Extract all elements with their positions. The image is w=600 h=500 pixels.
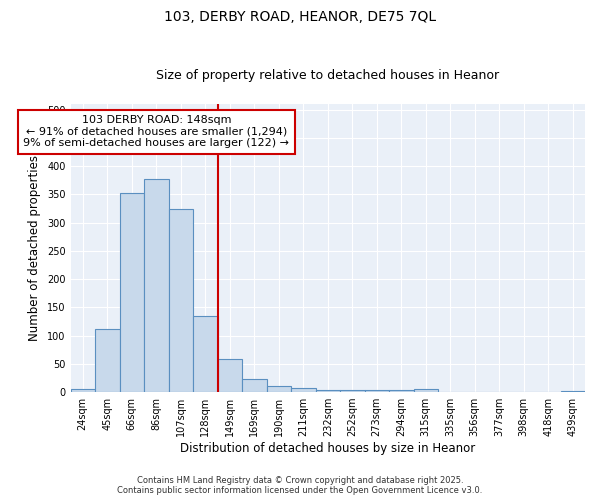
Bar [71, 390, 95, 392]
X-axis label: Distribution of detached houses by size in Heanor: Distribution of detached houses by size … [180, 442, 475, 455]
Bar [560, 391, 585, 392]
Y-axis label: Number of detached properties: Number of detached properties [28, 155, 41, 341]
Text: 103 DERBY ROAD: 148sqm
← 91% of detached houses are smaller (1,294)
9% of semi-d: 103 DERBY ROAD: 148sqm ← 91% of detached… [23, 116, 289, 148]
Bar [266, 386, 291, 392]
Bar [340, 390, 365, 392]
Bar [242, 378, 266, 392]
Bar [365, 390, 389, 392]
Bar [389, 390, 413, 392]
Title: Size of property relative to detached houses in Heanor: Size of property relative to detached ho… [156, 69, 499, 82]
Bar [291, 388, 316, 392]
Bar [413, 390, 438, 392]
Bar [316, 390, 340, 392]
Bar [193, 316, 218, 392]
Text: Contains HM Land Registry data © Crown copyright and database right 2025.
Contai: Contains HM Land Registry data © Crown c… [118, 476, 482, 495]
Bar [218, 360, 242, 392]
Bar [144, 178, 169, 392]
Bar [169, 208, 193, 392]
Bar [119, 193, 144, 392]
Bar [95, 329, 119, 392]
Text: 103, DERBY ROAD, HEANOR, DE75 7QL: 103, DERBY ROAD, HEANOR, DE75 7QL [164, 10, 436, 24]
